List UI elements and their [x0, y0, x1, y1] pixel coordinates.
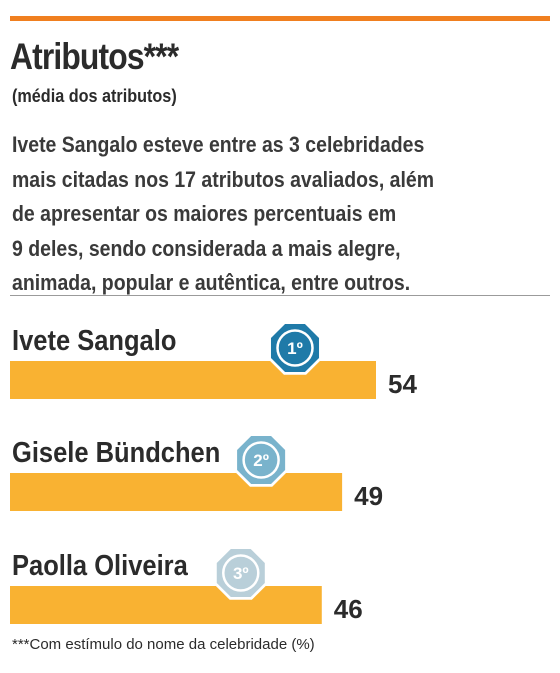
rank-badge-ring — [276, 329, 314, 367]
rank-badge-ring — [222, 554, 260, 592]
description-line: Ivete Sangalo esteve entre as 3 celebrid… — [12, 132, 425, 157]
description-line: mais citadas nos 17 atributos avaliados,… — [12, 166, 435, 192]
bar — [10, 586, 322, 624]
description-line: 9 deles, sendo considerada a mais alegre… — [12, 235, 401, 261]
rank-label: 1º — [287, 339, 303, 358]
description-line: animada, popular e autêntica, entre outr… — [12, 270, 411, 295]
bar — [10, 473, 343, 511]
category-label: Ivete Sangalo — [12, 323, 176, 356]
category-label: Paolla Oliveira — [12, 548, 189, 581]
value-label: 49 — [354, 481, 383, 511]
description: Ivete Sangalo esteve entre as 3 celebrid… — [12, 128, 508, 301]
footnote: ***Com estímulo do nome da celebridade (… — [12, 636, 315, 653]
chart-subtitle: (média dos atributos) — [12, 86, 177, 106]
rank-badge-ring — [242, 441, 280, 479]
description-line: de apresentar os maiores percentuais em — [12, 201, 397, 226]
bar — [10, 361, 376, 399]
category-label: Gisele Bündchen — [12, 435, 220, 468]
value-label: 54 — [388, 369, 417, 399]
chart-title: Atributos*** — [10, 36, 179, 77]
section-divider — [10, 295, 550, 296]
top-accent-rule — [10, 16, 550, 21]
rank-label: 3º — [233, 564, 249, 583]
rank-label: 2º — [253, 451, 269, 470]
value-label: 46 — [334, 594, 363, 624]
